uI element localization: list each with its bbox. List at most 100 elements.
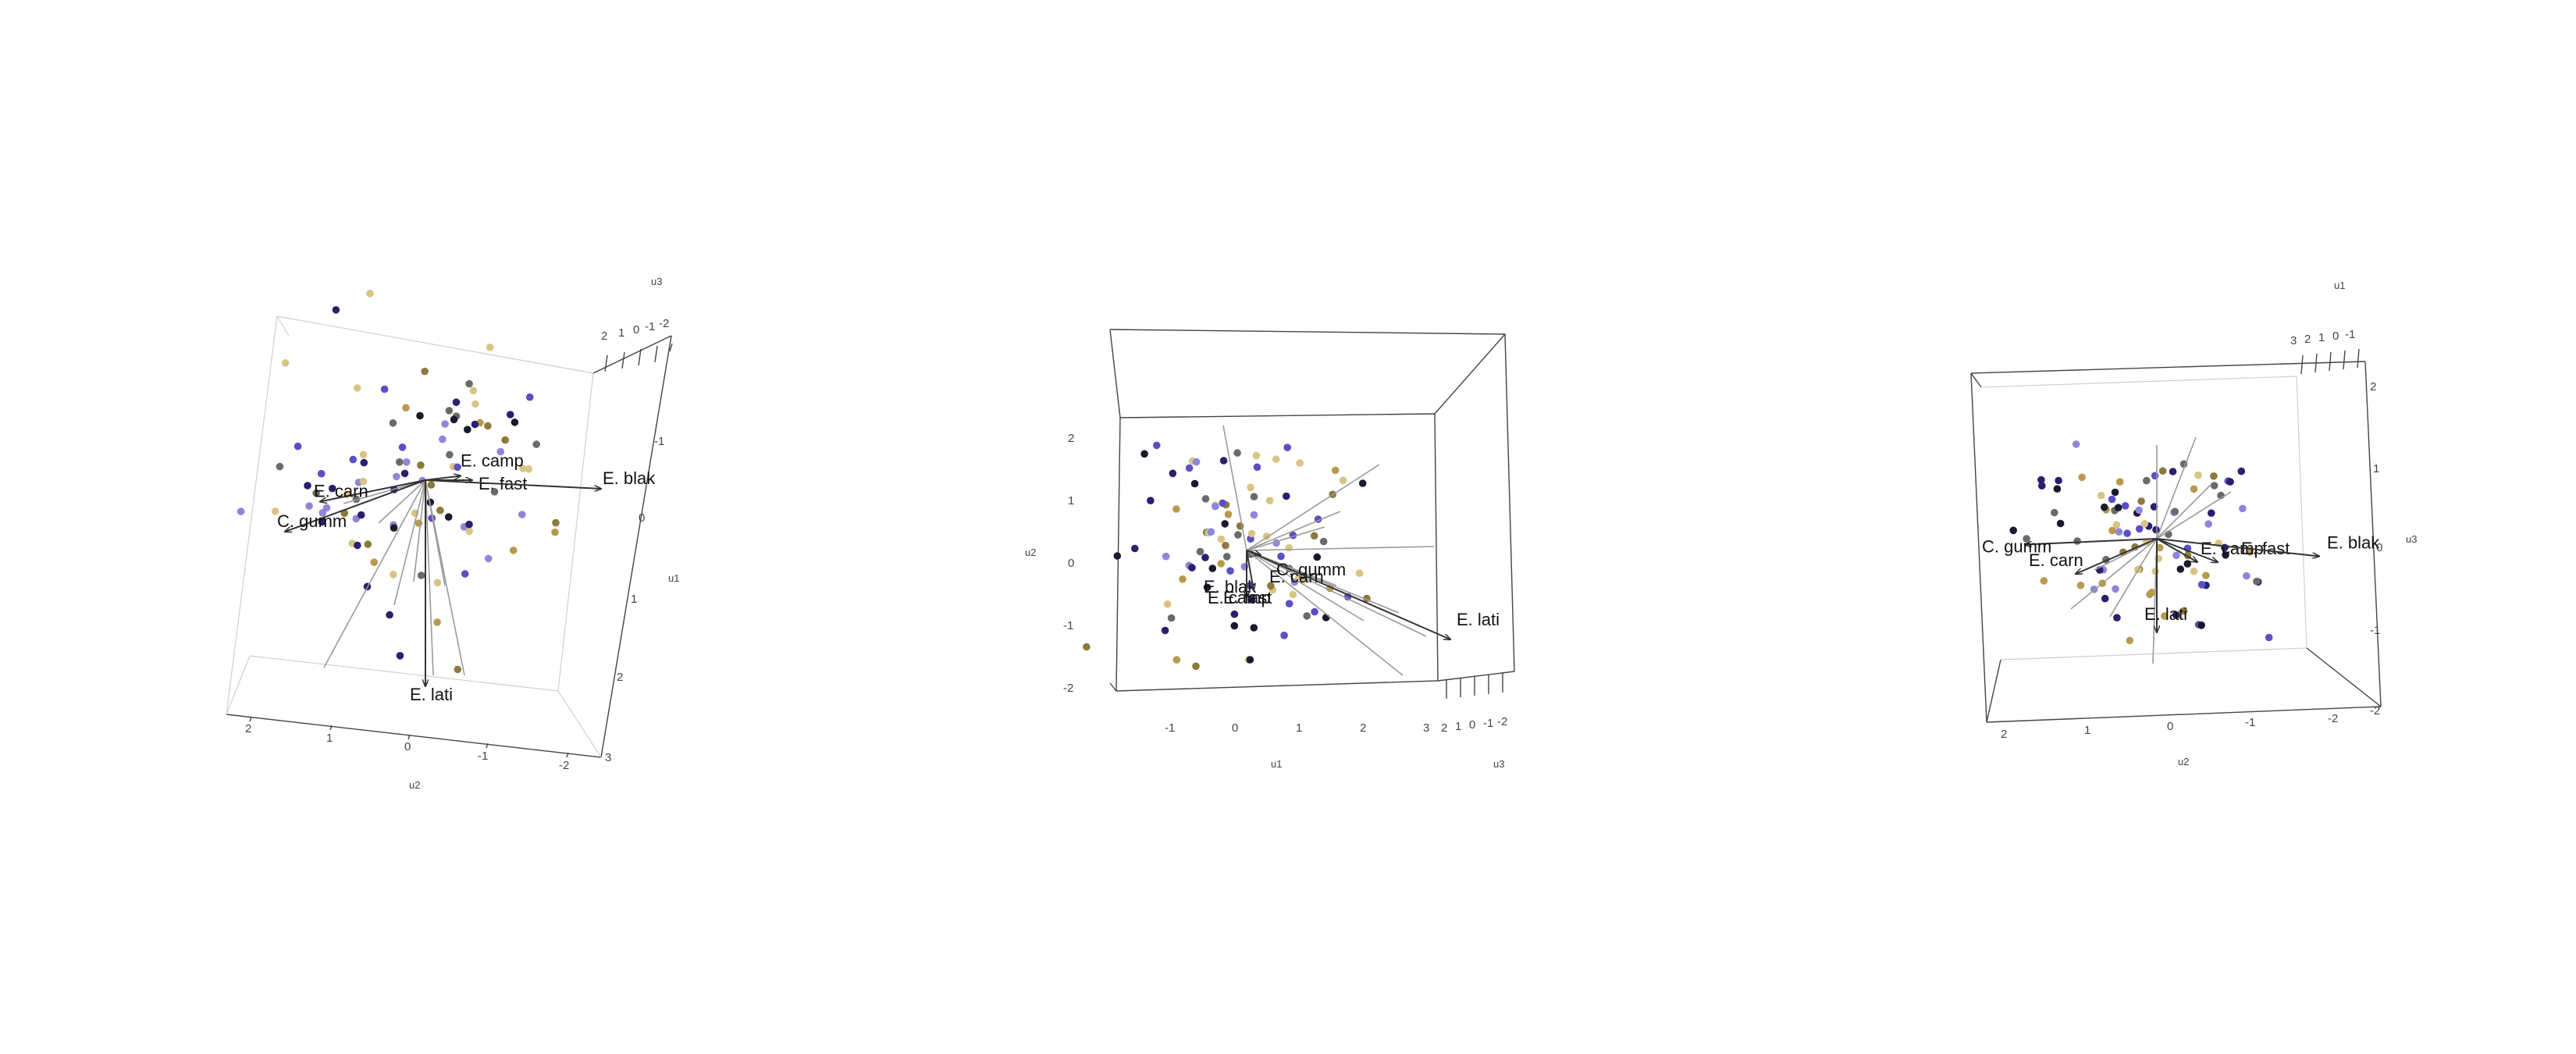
site-point xyxy=(305,502,313,510)
site-point xyxy=(1217,535,1226,543)
site-point xyxy=(1196,547,1204,556)
site-point xyxy=(1234,531,1242,539)
loading-line xyxy=(323,479,426,668)
site-point xyxy=(441,420,449,428)
site-point xyxy=(332,306,340,314)
site-point xyxy=(421,367,429,376)
species-arrow xyxy=(320,479,426,502)
data-points xyxy=(237,290,560,674)
site-point xyxy=(2210,482,2218,490)
site-point xyxy=(2115,478,2124,486)
site-point xyxy=(417,461,425,469)
tick xyxy=(621,351,625,369)
species-arrow xyxy=(2156,538,2319,557)
site-point xyxy=(390,524,398,532)
tick xyxy=(249,716,252,722)
site-point xyxy=(446,450,454,459)
tick-label: 2 xyxy=(1068,432,1074,445)
site-point xyxy=(501,436,509,444)
tick xyxy=(2329,351,2332,372)
site-point xyxy=(389,419,397,427)
site-point xyxy=(396,458,404,466)
loading-line xyxy=(1246,526,1325,551)
species-label: E. blak xyxy=(603,468,656,488)
tick-label: 0 xyxy=(639,511,645,525)
site-point xyxy=(2009,526,2017,535)
tick-label: 1 xyxy=(326,732,333,745)
site-point xyxy=(1331,466,1340,475)
species-label: C. gumm xyxy=(277,511,347,531)
site-point xyxy=(1172,505,1180,513)
box-depth-br xyxy=(1437,671,1515,682)
tick-label: 2 xyxy=(2304,333,2311,346)
site-point xyxy=(417,572,425,579)
tick-label: 0 xyxy=(1068,557,1074,570)
tick-label: -2 xyxy=(1497,715,1507,728)
site-point xyxy=(2123,529,2131,537)
site-point xyxy=(439,435,447,443)
tick-label: -1 xyxy=(2370,624,2380,637)
site-point xyxy=(2226,478,2234,486)
species-label: E. carn xyxy=(2029,550,2083,570)
box-edge-inner xyxy=(557,372,594,692)
site-point xyxy=(433,618,441,626)
site-point xyxy=(1163,600,1172,608)
tick-label: 1 xyxy=(2084,724,2090,737)
site-point xyxy=(1203,583,1212,592)
site-point xyxy=(2202,572,2210,579)
axis-name-u1: u1 xyxy=(668,572,679,584)
site-point xyxy=(1358,479,1367,487)
tick xyxy=(486,742,489,749)
site-point xyxy=(1289,590,1297,599)
tick-label: -1 xyxy=(654,435,664,448)
site-point xyxy=(349,455,358,464)
site-point xyxy=(2210,472,2218,480)
species-label: C. gumm xyxy=(1982,537,2051,557)
site-point xyxy=(1190,479,1199,488)
tick-label: -2 xyxy=(659,317,669,330)
site-point xyxy=(1230,621,1239,630)
site-point xyxy=(1161,626,1169,635)
species-label: E. blak xyxy=(2327,533,2380,553)
site-point xyxy=(1310,532,1318,540)
site-point xyxy=(1280,632,1288,639)
site-point xyxy=(2112,585,2119,593)
species-label: E. lati xyxy=(410,685,453,704)
data-points xyxy=(2009,440,2273,645)
species-label: E. lati xyxy=(1457,610,1500,629)
tick xyxy=(2343,350,2346,370)
site-point xyxy=(396,652,404,660)
site-point xyxy=(2055,476,2062,485)
site-point xyxy=(445,407,454,415)
box-top-back xyxy=(1980,376,2297,388)
site-point xyxy=(1272,455,1280,463)
tick-label: -2 xyxy=(2328,712,2338,725)
site-point xyxy=(469,386,478,395)
loading-line xyxy=(1246,546,1435,551)
box-edge-back-top xyxy=(276,315,594,374)
site-point xyxy=(2108,495,2116,504)
tick-label: 3 xyxy=(1423,721,1429,735)
site-point xyxy=(1285,543,1293,552)
site-point xyxy=(2253,577,2261,586)
site-point xyxy=(2115,528,2123,536)
site-point xyxy=(2140,520,2149,528)
site-point xyxy=(2265,633,2273,642)
loading-line xyxy=(378,479,426,524)
tick xyxy=(407,734,411,740)
tick-label: 2 xyxy=(245,722,251,735)
site-point xyxy=(1250,511,1258,519)
site-point xyxy=(2038,482,2046,490)
site-point xyxy=(1219,457,1228,465)
species-arrow xyxy=(2076,538,2158,574)
site-point xyxy=(2056,519,2065,528)
tick-label: -1 xyxy=(645,320,655,333)
species-arrow xyxy=(285,479,426,532)
box-edge-depth-3 xyxy=(249,655,559,692)
axis-u3: 2 1 0 -1 -2 u3 xyxy=(601,276,673,372)
site-point xyxy=(318,518,326,526)
site-point xyxy=(2246,548,2254,556)
loading-line xyxy=(1222,425,1247,551)
